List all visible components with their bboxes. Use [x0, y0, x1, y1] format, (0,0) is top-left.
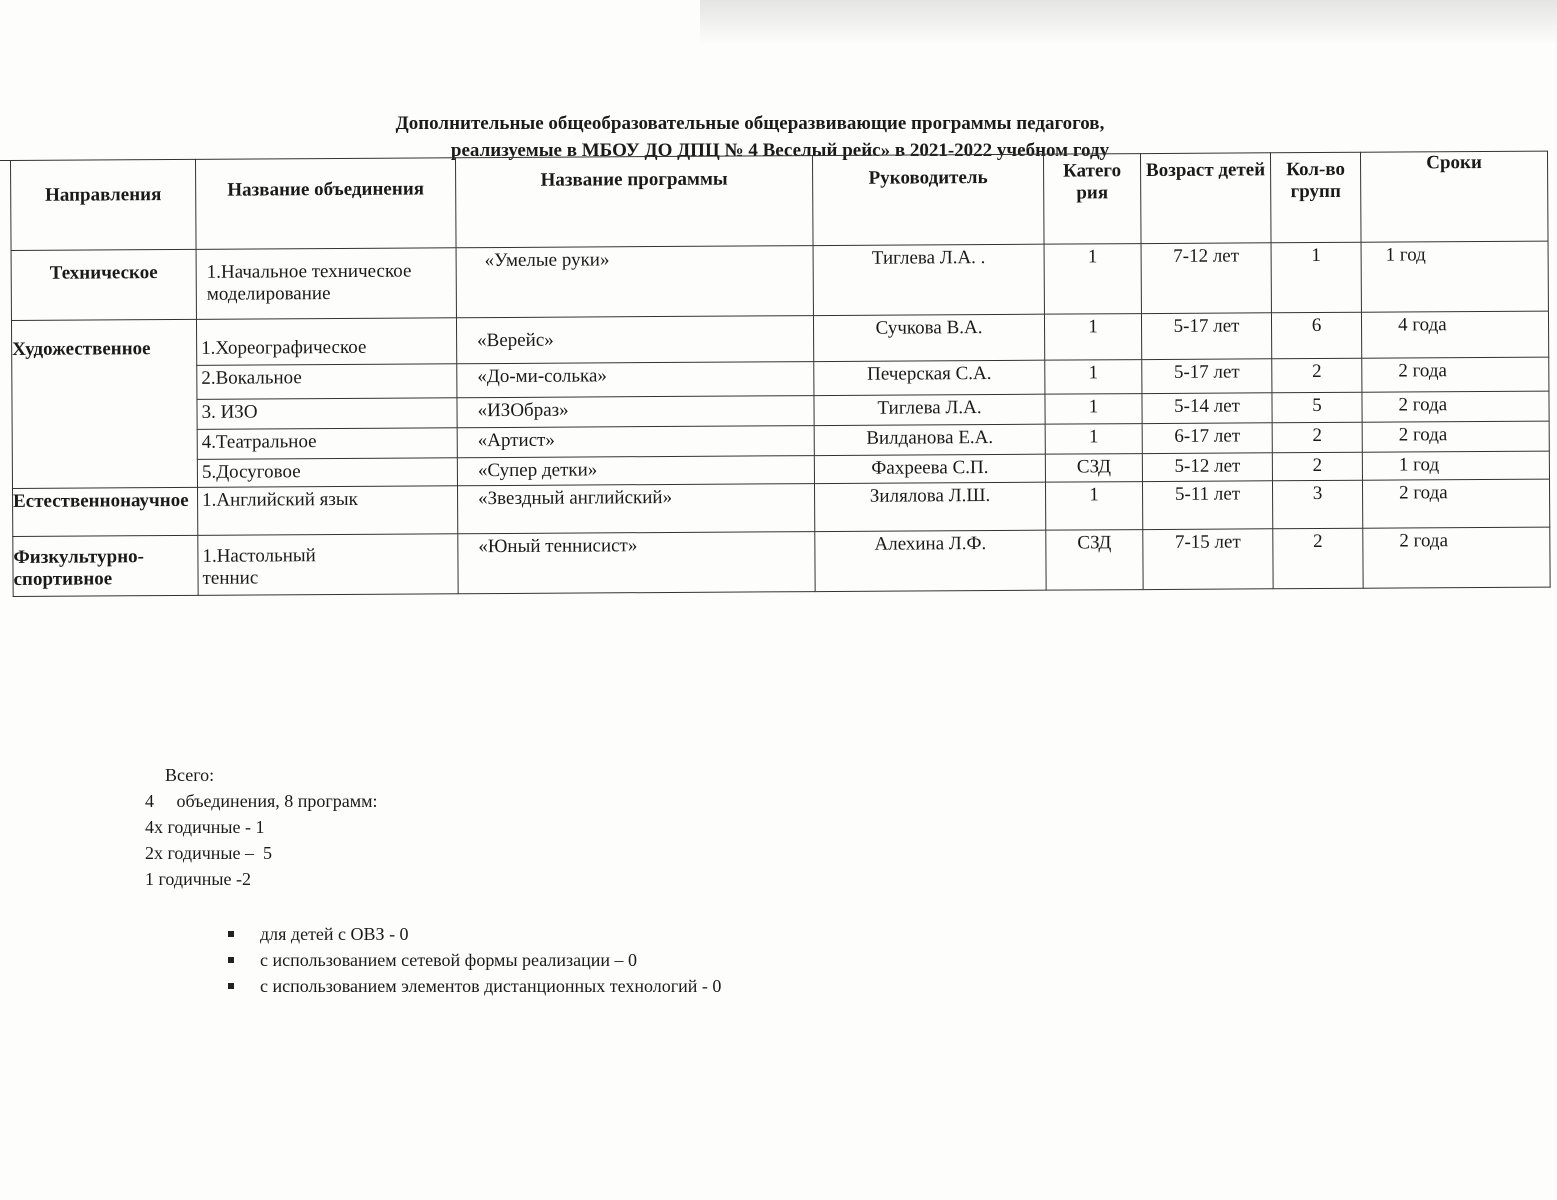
- age-cell: 5-14 лет: [1141, 392, 1273, 424]
- leader-cell: Зилялова Л.Ш.: [814, 482, 1046, 532]
- age-cell: 5-17 лет: [1141, 312, 1272, 360]
- term-cell: 2 года: [1362, 479, 1550, 529]
- category-cell: СЗД: [1045, 529, 1144, 591]
- program-cell: «Супер детки»: [457, 455, 815, 486]
- column-header: Катего рия: [1043, 153, 1142, 245]
- leader-cell: Тиглева Л.А. .: [813, 244, 1045, 316]
- document-title-line-2: реализуемые в МБОУ ДО ДПЦ № 4 Веселый ре…: [450, 140, 1110, 161]
- scan-shadow: [700, 0, 1557, 45]
- direction-cell: Техническое: [11, 249, 197, 321]
- leader-cell: Тиглева Л.А.: [813, 394, 1046, 426]
- program-cell: «Верейс»: [456, 315, 814, 364]
- association-cell: 1.Английский язык: [197, 485, 458, 536]
- association-cell: 3. ИЗО: [196, 397, 458, 430]
- category-cell: 1: [1044, 243, 1142, 315]
- category-cell: 1: [1044, 313, 1142, 361]
- association-cell: 5.Досуговое: [197, 457, 458, 488]
- summary-block: Всего: 4 объединения, 8 программ: 4х год…: [145, 762, 378, 892]
- category-cell: 1: [1044, 393, 1143, 425]
- groups-cell: 1: [1271, 242, 1362, 313]
- age-cell: 5-11 лет: [1142, 480, 1273, 530]
- age-cell: 5-17 лет: [1141, 358, 1272, 394]
- column-header: Направления: [10, 159, 197, 251]
- note-item: с использованием сетевой формы реализаци…: [228, 947, 721, 973]
- association-cell: 1.Настольный теннис: [197, 533, 459, 596]
- summary-line: 4 объединения, 8 программ:: [145, 791, 378, 811]
- leader-cell: Алехина Л.Ф.: [814, 530, 1047, 592]
- leader-cell: Вилданова Е.А.: [814, 424, 1046, 456]
- age-cell: 7-15 лет: [1142, 528, 1274, 590]
- column-header: Сроки: [1360, 151, 1549, 243]
- programs-table: Направления Название объединения Названи…: [10, 151, 1551, 597]
- table-row: Физкультурно-спортивное 1.Настольный тен…: [12, 527, 1551, 597]
- summary-line: 1 годичные -2: [145, 869, 251, 889]
- term-cell: 2 года: [1362, 421, 1550, 453]
- direction-cell: Физкультурно-спортивное: [12, 535, 199, 597]
- term-cell: 2 года: [1361, 357, 1549, 393]
- program-cell: «ИЗОбраз»: [456, 395, 815, 428]
- leader-cell: Печерская С.А.: [813, 360, 1045, 396]
- column-header: Название объединения: [195, 157, 457, 250]
- category-cell: 1: [1045, 423, 1143, 455]
- category-cell: 1: [1045, 481, 1143, 531]
- groups-cell: 2: [1272, 528, 1364, 589]
- direction-cell: Естественнонаучное: [12, 487, 198, 537]
- groups-cell: 2: [1271, 358, 1362, 393]
- summary-line: 4х годичные - 1: [145, 817, 265, 837]
- program-cell: «Умелые руки»: [456, 245, 814, 318]
- groups-cell: 3: [1272, 480, 1363, 529]
- association-cell: 4.Театральное: [197, 427, 458, 460]
- term-cell: 1 год: [1361, 241, 1549, 313]
- notes-list: для детей с ОВЗ - 0 с использованием сет…: [228, 921, 721, 999]
- program-cell: «До-ми-солька»: [456, 361, 814, 398]
- program-cell: «Юный теннисист»: [457, 531, 816, 594]
- column-header: Возраст детей: [1140, 152, 1272, 244]
- column-header: Название программы: [455, 155, 814, 248]
- groups-cell: 5: [1271, 392, 1363, 423]
- table-cut-edge: [0, 160, 10, 626]
- summary-total-label: Всего:: [165, 765, 215, 785]
- program-cell: «Артист»: [457, 425, 815, 458]
- groups-cell: 6: [1271, 312, 1362, 359]
- summary-line: 2х годичные – 5: [145, 843, 272, 863]
- leader-cell: Сучкова В.А.: [813, 314, 1045, 362]
- age-cell: 7-12 лет: [1141, 242, 1272, 314]
- association-cell: 1.Хореографическое: [196, 317, 457, 366]
- groups-cell: 2: [1272, 422, 1363, 453]
- category-cell: СЗД: [1045, 453, 1143, 483]
- program-cell: «Звездный английский»: [457, 483, 815, 534]
- age-cell: 5-12 лет: [1142, 452, 1273, 482]
- association-cell: 1.Начальное техническое моделирование: [196, 247, 457, 320]
- note-item: для детей с ОВЗ - 0: [228, 921, 721, 947]
- leader-cell: Фахреева С.П.: [814, 454, 1046, 484]
- age-cell: 6-17 лет: [1142, 422, 1273, 454]
- term-cell: 4 года: [1361, 311, 1549, 359]
- term-cell: 2 года: [1362, 527, 1551, 589]
- term-cell: 2 года: [1361, 391, 1550, 423]
- document-title-line-1: Дополнительные общеобразовательные общер…: [395, 113, 1105, 134]
- term-cell: 1 год: [1362, 451, 1550, 481]
- column-header: Кол-во групп: [1270, 152, 1362, 243]
- note-item: с использованием элементов дистанционных…: [228, 973, 721, 999]
- association-cell: 2.Вокальное: [196, 363, 457, 400]
- category-cell: 1: [1044, 359, 1142, 395]
- header-row: Направления Название объединения Названи…: [10, 151, 1549, 251]
- column-header: Руководитель: [812, 154, 1045, 246]
- groups-cell: 2: [1272, 452, 1363, 481]
- direction-cell: Художественное: [11, 319, 198, 489]
- table-row: Техническое 1.Начальное техническое моде…: [11, 241, 1549, 321]
